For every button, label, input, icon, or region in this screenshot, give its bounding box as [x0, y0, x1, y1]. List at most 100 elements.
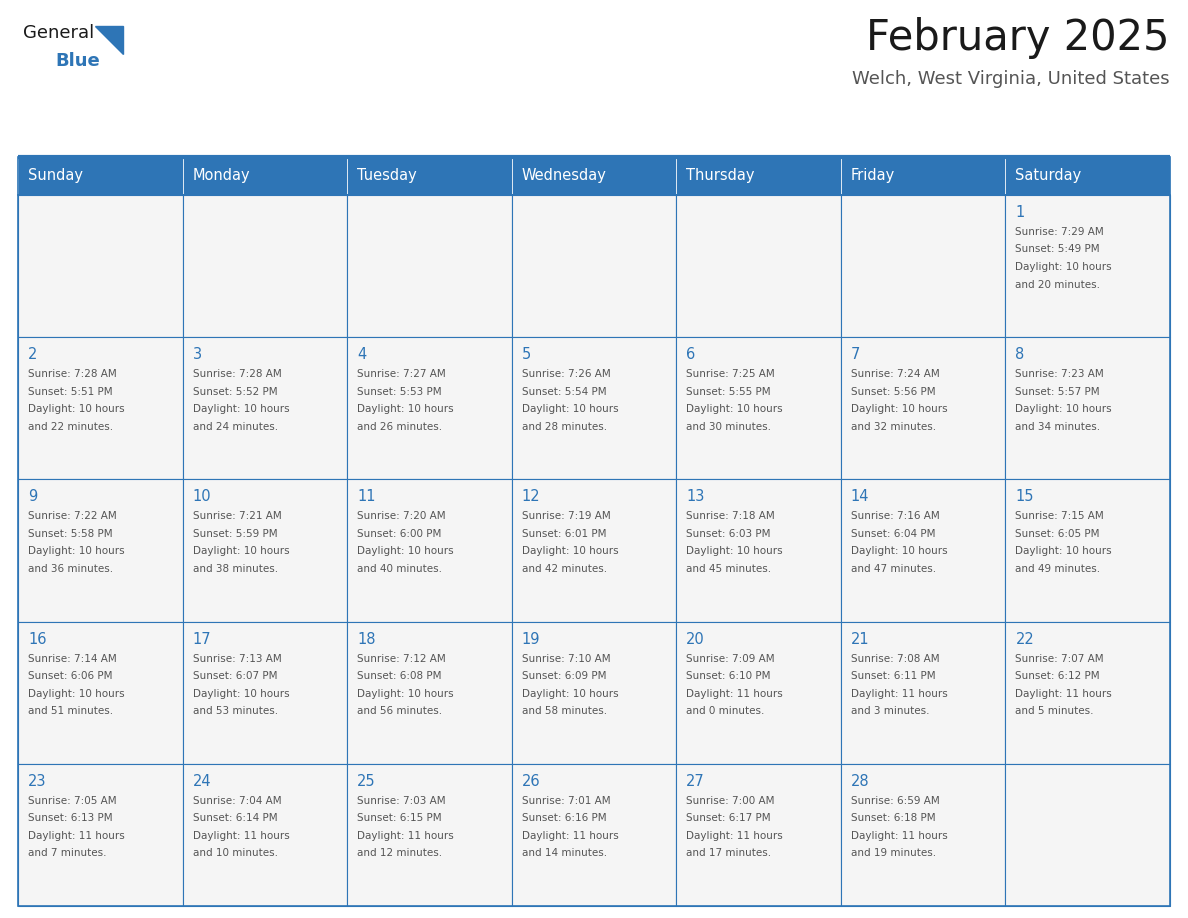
Text: Sunrise: 7:09 AM: Sunrise: 7:09 AM: [687, 654, 775, 664]
Text: Sunrise: 7:23 AM: Sunrise: 7:23 AM: [1016, 369, 1104, 379]
Text: Sunrise: 7:15 AM: Sunrise: 7:15 AM: [1016, 511, 1104, 521]
Text: Daylight: 10 hours: Daylight: 10 hours: [192, 404, 289, 414]
Text: Sunrise: 7:26 AM: Sunrise: 7:26 AM: [522, 369, 611, 379]
Text: Sunset: 6:12 PM: Sunset: 6:12 PM: [1016, 671, 1100, 681]
Text: 5: 5: [522, 347, 531, 363]
Text: 11: 11: [358, 489, 375, 504]
Text: and 14 minutes.: and 14 minutes.: [522, 848, 607, 858]
Text: Sunset: 6:05 PM: Sunset: 6:05 PM: [1016, 529, 1100, 539]
Text: and 26 minutes.: and 26 minutes.: [358, 421, 442, 431]
Text: Daylight: 10 hours: Daylight: 10 hours: [687, 546, 783, 556]
Bar: [18, 157, 183, 195]
Bar: [1005, 195, 1170, 337]
Text: Sunset: 6:09 PM: Sunset: 6:09 PM: [522, 671, 606, 681]
Text: Sunset: 5:56 PM: Sunset: 5:56 PM: [851, 386, 935, 397]
Text: Sunrise: 7:28 AM: Sunrise: 7:28 AM: [29, 369, 116, 379]
Text: Daylight: 11 hours: Daylight: 11 hours: [851, 831, 948, 841]
Text: Daylight: 11 hours: Daylight: 11 hours: [687, 831, 783, 841]
Text: Daylight: 10 hours: Daylight: 10 hours: [29, 546, 125, 556]
Text: and 7 minutes.: and 7 minutes.: [29, 848, 107, 858]
Bar: [512, 479, 676, 621]
Bar: [18, 337, 183, 479]
Text: 6: 6: [687, 347, 695, 363]
Text: Sunrise: 7:08 AM: Sunrise: 7:08 AM: [851, 654, 940, 664]
Text: Sunset: 6:13 PM: Sunset: 6:13 PM: [29, 813, 113, 823]
Text: 18: 18: [358, 632, 375, 646]
Text: Sunrise: 7:18 AM: Sunrise: 7:18 AM: [687, 511, 775, 521]
Text: 22: 22: [1016, 632, 1035, 646]
Text: Daylight: 10 hours: Daylight: 10 hours: [687, 404, 783, 414]
Text: 21: 21: [851, 632, 870, 646]
Text: Sunset: 5:58 PM: Sunset: 5:58 PM: [29, 529, 113, 539]
Text: 24: 24: [192, 774, 211, 789]
Text: Sunset: 6:16 PM: Sunset: 6:16 PM: [522, 813, 606, 823]
Text: and 47 minutes.: and 47 minutes.: [851, 564, 936, 574]
Bar: [676, 195, 841, 337]
Text: 9: 9: [29, 489, 37, 504]
Text: and 40 minutes.: and 40 minutes.: [358, 564, 442, 574]
Text: Daylight: 10 hours: Daylight: 10 hours: [358, 404, 454, 414]
Text: 12: 12: [522, 489, 541, 504]
Text: 20: 20: [687, 632, 704, 646]
Text: Sunrise: 7:04 AM: Sunrise: 7:04 AM: [192, 796, 282, 806]
Text: Daylight: 11 hours: Daylight: 11 hours: [851, 688, 948, 699]
Bar: [512, 157, 676, 195]
Text: 23: 23: [29, 774, 46, 789]
Text: 28: 28: [851, 774, 870, 789]
Bar: [841, 195, 1005, 337]
Text: Sunrise: 7:12 AM: Sunrise: 7:12 AM: [358, 654, 446, 664]
Text: 13: 13: [687, 489, 704, 504]
Text: Daylight: 10 hours: Daylight: 10 hours: [1016, 262, 1112, 272]
Text: Daylight: 10 hours: Daylight: 10 hours: [358, 546, 454, 556]
Text: Daylight: 10 hours: Daylight: 10 hours: [522, 546, 618, 556]
Text: February 2025: February 2025: [866, 17, 1170, 59]
Bar: [512, 621, 676, 764]
Text: and 22 minutes.: and 22 minutes.: [29, 421, 113, 431]
Text: Sunset: 6:06 PM: Sunset: 6:06 PM: [29, 671, 113, 681]
Text: Blue: Blue: [55, 52, 100, 70]
Text: Sunrise: 7:20 AM: Sunrise: 7:20 AM: [358, 511, 446, 521]
Text: and 51 minutes.: and 51 minutes.: [29, 706, 113, 716]
Text: Sunrise: 7:27 AM: Sunrise: 7:27 AM: [358, 369, 446, 379]
Text: Sunrise: 7:19 AM: Sunrise: 7:19 AM: [522, 511, 611, 521]
Text: Tuesday: Tuesday: [358, 169, 417, 184]
Text: and 32 minutes.: and 32 minutes.: [851, 421, 936, 431]
Text: Sunrise: 7:29 AM: Sunrise: 7:29 AM: [1016, 227, 1104, 237]
Text: Sunrise: 7:03 AM: Sunrise: 7:03 AM: [358, 796, 446, 806]
Bar: [18, 195, 183, 337]
Text: 8: 8: [1016, 347, 1025, 363]
Bar: [183, 764, 347, 906]
Text: Sunrise: 7:13 AM: Sunrise: 7:13 AM: [192, 654, 282, 664]
Text: Sunset: 6:15 PM: Sunset: 6:15 PM: [358, 813, 442, 823]
Text: Sunset: 5:55 PM: Sunset: 5:55 PM: [687, 386, 771, 397]
Text: Sunrise: 7:00 AM: Sunrise: 7:00 AM: [687, 796, 775, 806]
Text: Monday: Monday: [192, 169, 251, 184]
Bar: [676, 764, 841, 906]
Text: Daylight: 11 hours: Daylight: 11 hours: [192, 831, 290, 841]
Bar: [347, 157, 512, 195]
Text: Sunset: 6:10 PM: Sunset: 6:10 PM: [687, 671, 771, 681]
Bar: [676, 479, 841, 621]
Text: 10: 10: [192, 489, 211, 504]
Bar: [1005, 157, 1170, 195]
Text: Sunrise: 7:07 AM: Sunrise: 7:07 AM: [1016, 654, 1104, 664]
Bar: [676, 621, 841, 764]
Text: Daylight: 10 hours: Daylight: 10 hours: [192, 546, 289, 556]
Bar: [841, 621, 1005, 764]
Text: and 36 minutes.: and 36 minutes.: [29, 564, 113, 574]
Bar: [1005, 337, 1170, 479]
Text: Wednesday: Wednesday: [522, 169, 607, 184]
Text: Sunset: 6:11 PM: Sunset: 6:11 PM: [851, 671, 935, 681]
Bar: [183, 479, 347, 621]
Text: and 56 minutes.: and 56 minutes.: [358, 706, 442, 716]
Text: and 38 minutes.: and 38 minutes.: [192, 564, 278, 574]
Text: Sunset: 6:08 PM: Sunset: 6:08 PM: [358, 671, 442, 681]
Text: Sunset: 6:00 PM: Sunset: 6:00 PM: [358, 529, 442, 539]
Text: Sunrise: 7:14 AM: Sunrise: 7:14 AM: [29, 654, 116, 664]
Text: Saturday: Saturday: [1016, 169, 1082, 184]
Text: 15: 15: [1016, 489, 1034, 504]
Bar: [18, 157, 1170, 195]
Text: Sunrise: 7:25 AM: Sunrise: 7:25 AM: [687, 369, 775, 379]
Text: and 45 minutes.: and 45 minutes.: [687, 564, 771, 574]
Bar: [347, 479, 512, 621]
